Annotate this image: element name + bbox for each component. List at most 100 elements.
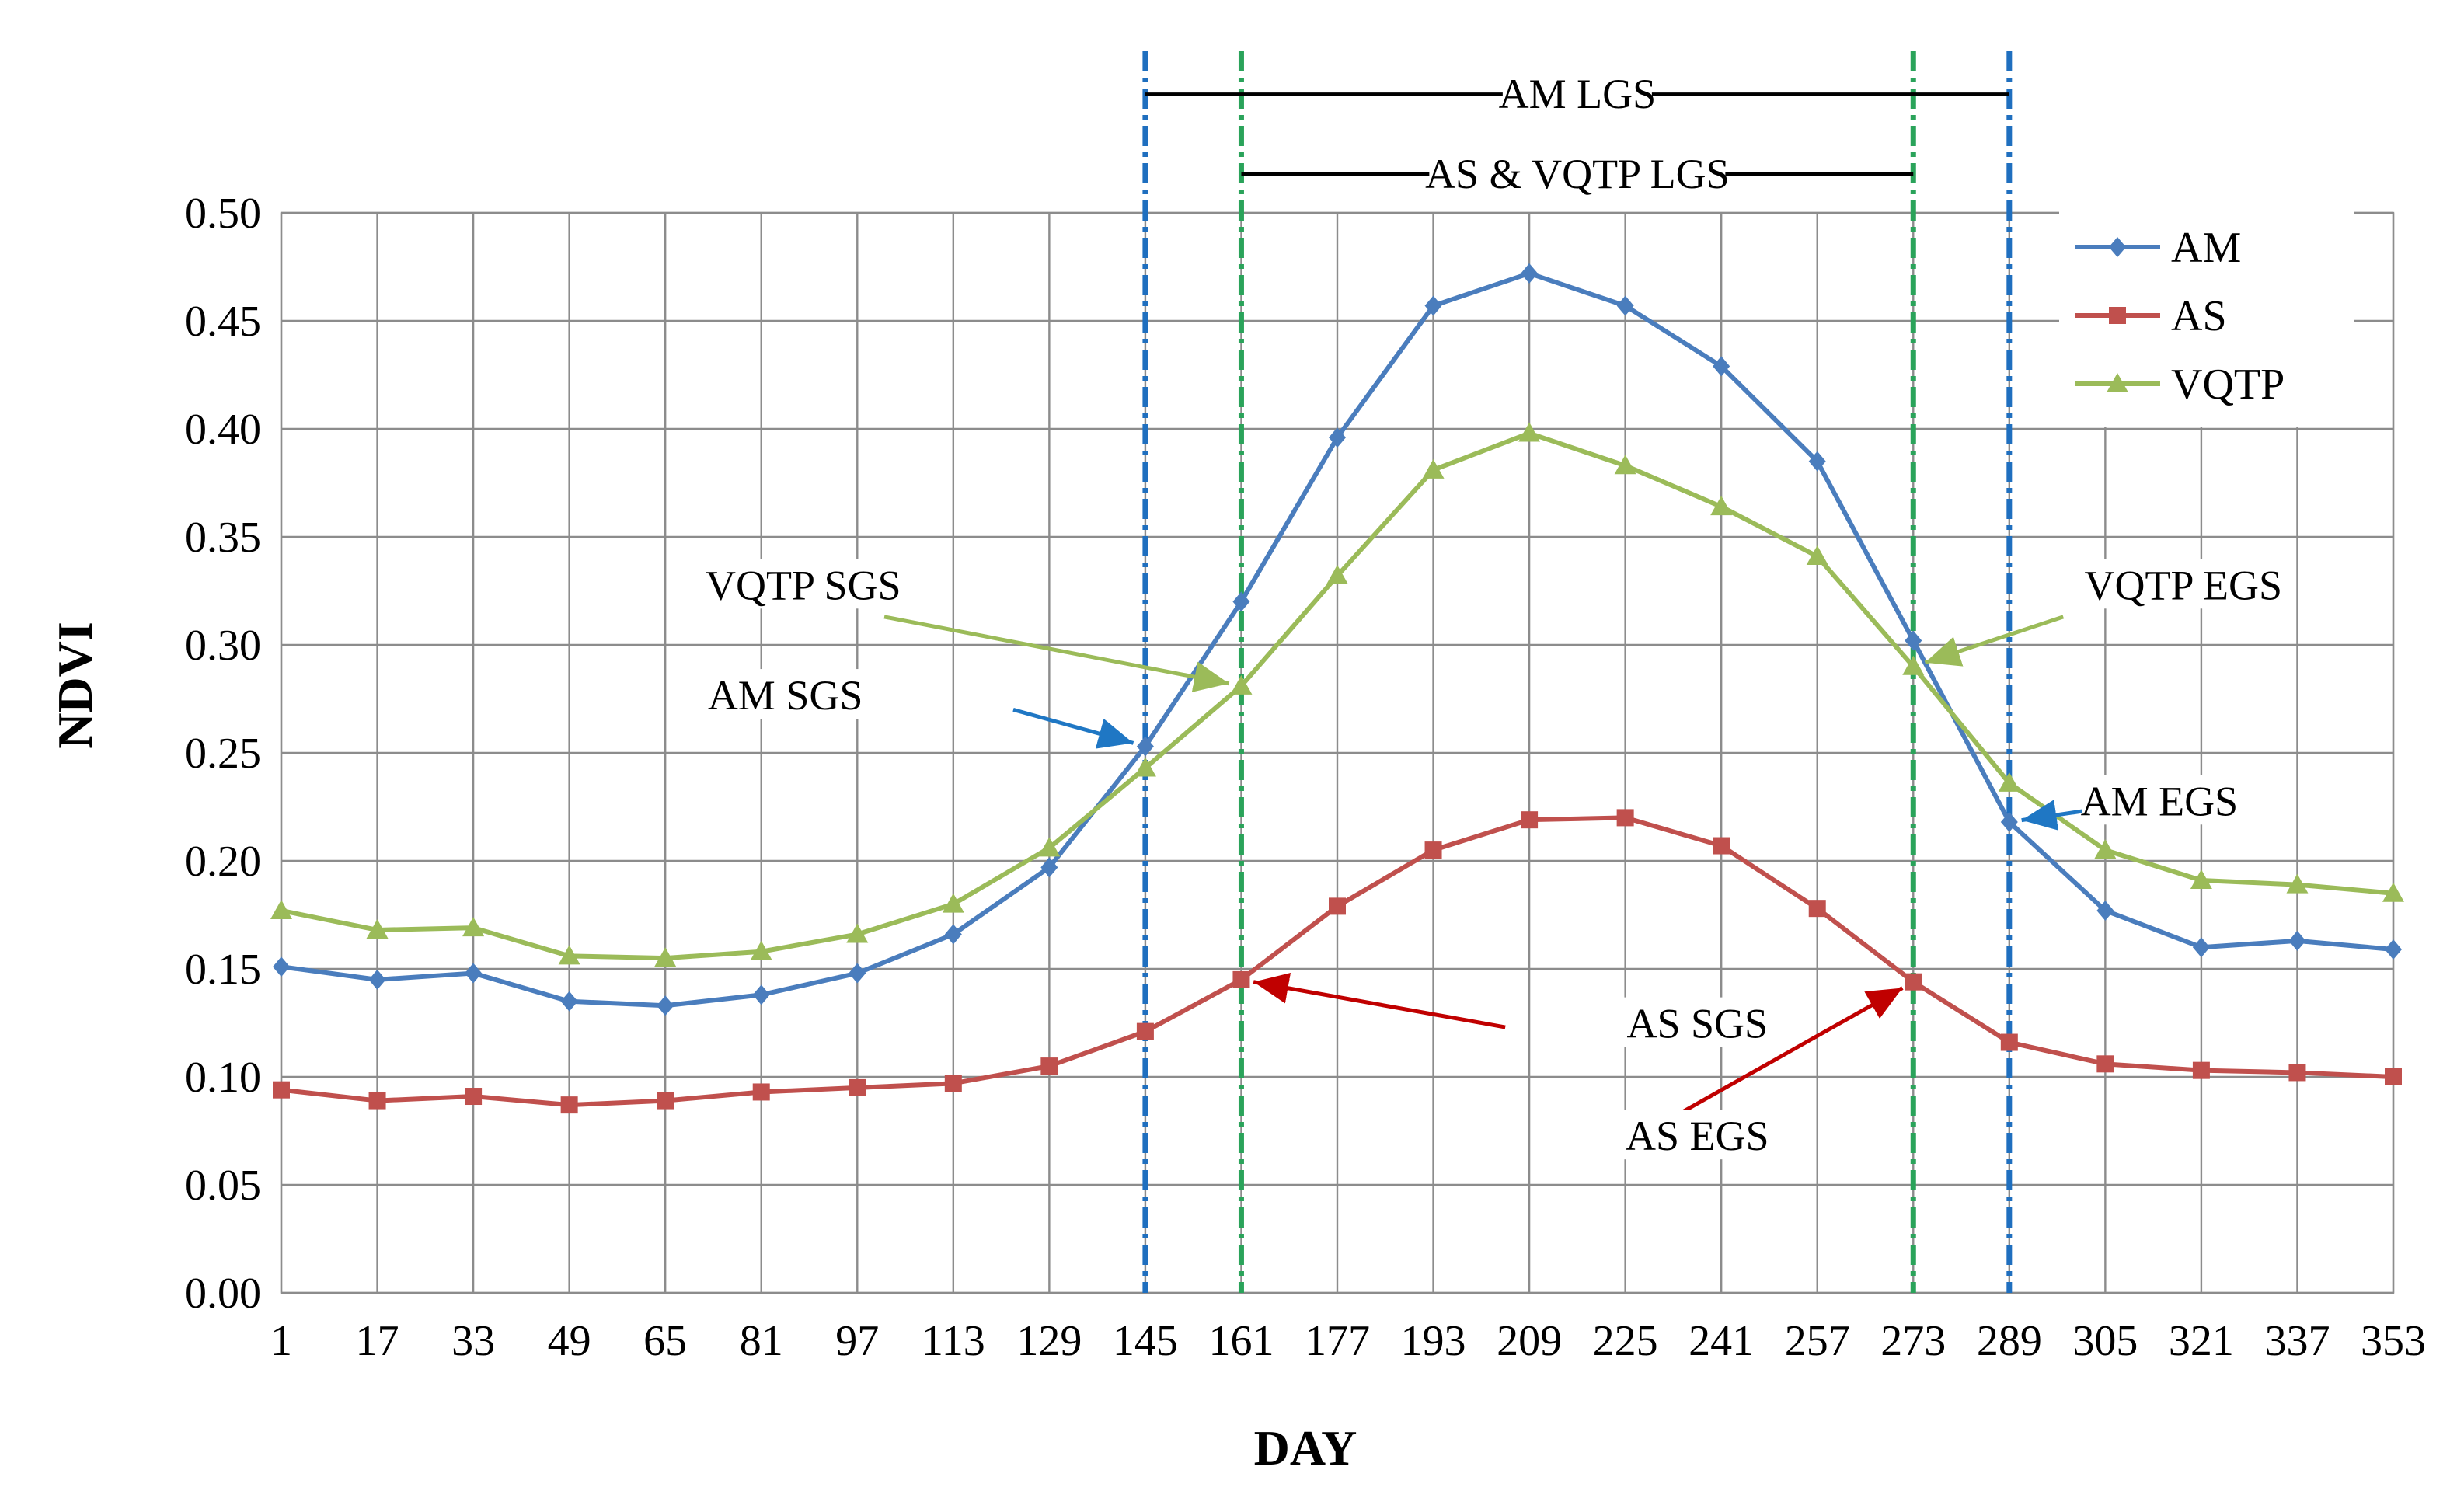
data-point xyxy=(366,918,389,939)
x-tick-label: 337 xyxy=(2264,1317,2330,1365)
data-point xyxy=(2288,1064,2306,1082)
x-tick-label: 81 xyxy=(740,1317,783,1365)
data-point xyxy=(368,1092,386,1110)
data-point xyxy=(2094,839,2117,859)
annotation-label-bg xyxy=(1620,997,1775,1047)
x-axis-title: DAY xyxy=(1254,1420,1357,1475)
y-tick-label: 0.15 xyxy=(185,946,261,994)
legend-swatch-marker xyxy=(2109,237,2126,257)
x-tick-label: 273 xyxy=(1880,1317,1946,1365)
data-point xyxy=(1232,591,1250,612)
data-point xyxy=(1329,897,1346,915)
y-tick-label: 0.00 xyxy=(185,1270,261,1318)
x-tick-label: 97 xyxy=(835,1317,879,1365)
span-label: AM LGS xyxy=(1499,71,1657,117)
data-point xyxy=(1713,356,1730,377)
y-tick-label: 0.50 xyxy=(185,190,261,238)
x-tick-label: 177 xyxy=(1305,1317,1370,1365)
legend-item-vqtp: VQTP xyxy=(2075,361,2285,409)
annotation-as-sgs: AS SGS xyxy=(1253,973,1775,1047)
annotation-as-egs: AS EGS xyxy=(1620,986,1904,1160)
data-point xyxy=(2096,1055,2114,1073)
data-point xyxy=(2286,873,2309,894)
plot-frame xyxy=(280,211,2395,1294)
y-tick-label: 0.25 xyxy=(185,730,261,778)
y-tick-label: 0.30 xyxy=(185,622,261,670)
data-point xyxy=(1422,458,1445,479)
x-tick-label: 193 xyxy=(1401,1317,1466,1365)
data-point xyxy=(657,995,674,1016)
span-0: AM LGS xyxy=(1145,64,2009,117)
annotation-arrow xyxy=(883,615,1230,692)
annotation-arrow xyxy=(1924,615,2065,667)
data-point xyxy=(1614,455,1636,475)
data-point xyxy=(1998,772,2020,792)
annotation-label: VQTP SGS xyxy=(706,562,901,608)
legend-swatch-marker xyxy=(2109,307,2126,324)
x-tick-label: 145 xyxy=(1113,1317,1178,1365)
data-point xyxy=(465,1088,483,1106)
data-point xyxy=(465,963,483,984)
x-tick-label: 17 xyxy=(356,1317,399,1365)
x-tick-label: 113 xyxy=(922,1317,985,1365)
data-point xyxy=(654,947,677,967)
data-point xyxy=(462,917,485,937)
data-point xyxy=(2192,937,2210,958)
y-tick-label: 0.05 xyxy=(185,1162,261,1210)
annotation-label-bg xyxy=(2082,775,2236,825)
annotation-label-bg xyxy=(1620,1110,1775,1160)
data-point xyxy=(2385,1068,2402,1085)
legend-item-as: AS xyxy=(2075,292,2227,340)
annotation-label: AM SGS xyxy=(708,672,863,719)
legend-label: VQTP xyxy=(2171,361,2285,409)
data-point xyxy=(368,969,386,990)
data-point xyxy=(1134,757,1156,777)
data-point xyxy=(944,924,962,945)
data-point xyxy=(1136,736,1154,757)
x-tick-label: 321 xyxy=(2169,1317,2234,1365)
data-point xyxy=(1905,630,1922,651)
data-point xyxy=(1329,427,1346,448)
y-tick-label: 0.45 xyxy=(185,298,261,346)
data-point xyxy=(2096,900,2114,921)
data-point xyxy=(1136,1022,1154,1040)
data-point xyxy=(1230,674,1253,695)
data-point xyxy=(1040,857,1058,878)
data-point xyxy=(1038,837,1061,857)
data-point xyxy=(2192,1061,2210,1079)
annotation-label-bg xyxy=(703,559,903,609)
x-tick-label: 65 xyxy=(643,1317,687,1365)
data-point xyxy=(1808,451,1826,472)
data-point xyxy=(2000,1033,2018,1051)
data-point xyxy=(560,991,578,1012)
data-point xyxy=(657,1092,674,1110)
data-point xyxy=(1326,565,1348,585)
data-point xyxy=(1713,837,1730,855)
data-point xyxy=(942,893,964,913)
data-point xyxy=(1808,900,1826,918)
x-tick-label: 305 xyxy=(2072,1317,2138,1365)
annotation-vqtp-sgs: VQTP SGS xyxy=(703,559,1230,692)
span-labels: AM LGS AS & VQTP LGS xyxy=(1145,64,2009,197)
x-tick-label: 257 xyxy=(1785,1317,1850,1365)
series-am xyxy=(273,263,2402,1016)
data-point xyxy=(2288,930,2306,951)
legend-item-am: AM xyxy=(2075,224,2241,272)
data-point xyxy=(2000,811,2018,832)
data-point xyxy=(1710,496,1733,516)
data-point xyxy=(849,963,866,984)
data-point xyxy=(1232,970,1250,988)
x-tick-label: 241 xyxy=(1689,1317,1754,1365)
legend-label: AS xyxy=(2171,292,2227,340)
annotation-label: VQTP EGS xyxy=(2084,562,2282,608)
y-tick-label: 0.35 xyxy=(185,514,261,562)
span-1: AS & VQTP LGS xyxy=(1241,144,1914,197)
annotation-label-bg xyxy=(708,669,863,719)
x-tick-label: 209 xyxy=(1497,1317,1562,1365)
vertical-markers xyxy=(1142,51,2013,1293)
x-tick-label: 161 xyxy=(1208,1317,1274,1365)
data-point xyxy=(1902,655,1925,675)
span-label-bg xyxy=(1429,144,1726,196)
data-point xyxy=(849,1078,866,1096)
y-tick-label: 0.10 xyxy=(185,1054,261,1102)
